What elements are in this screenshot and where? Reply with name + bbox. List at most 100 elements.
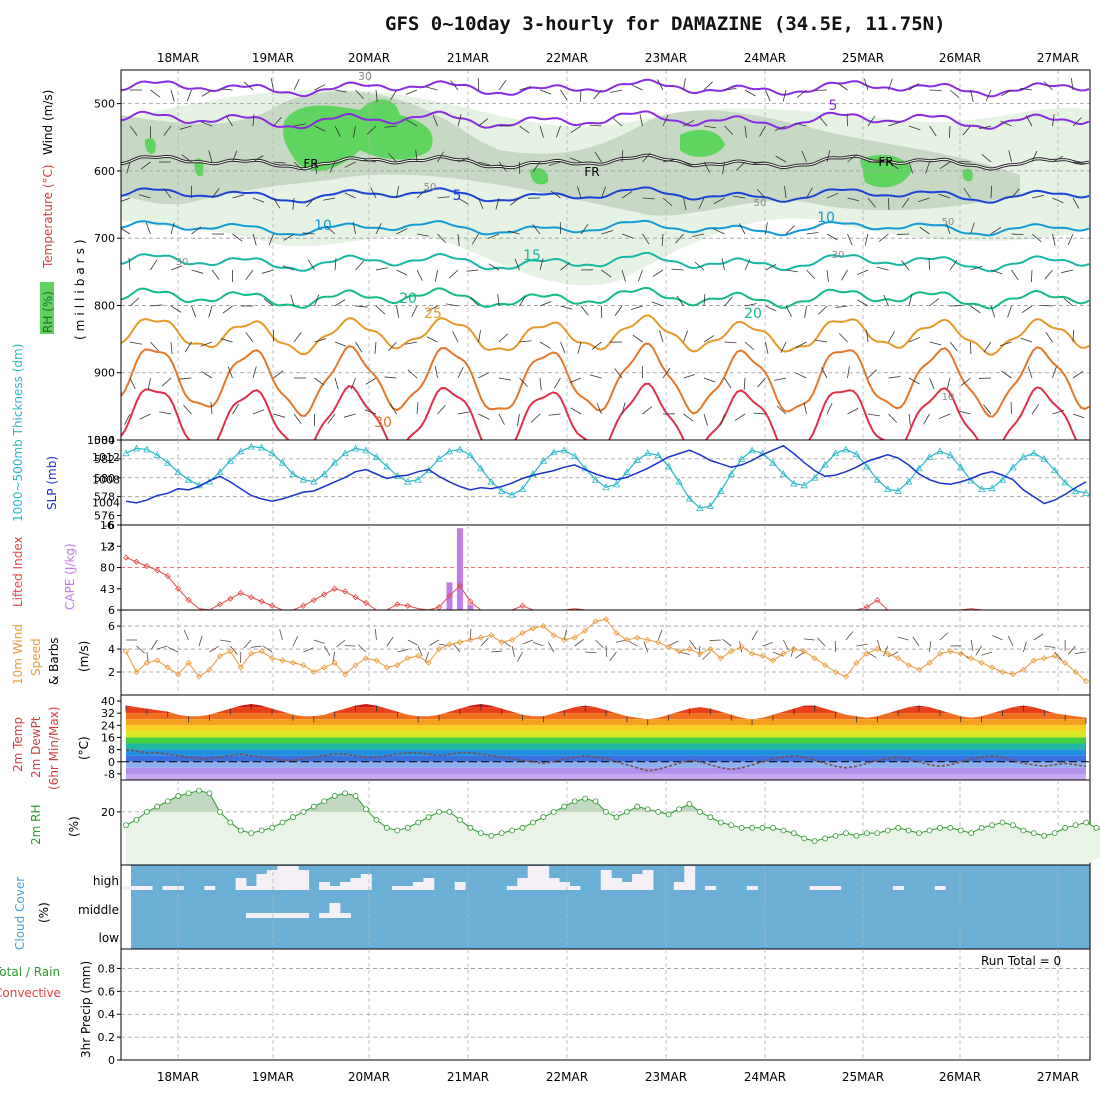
wind10-barb [386, 636, 394, 647]
wind-barb [753, 161, 766, 164]
wind-barb [1020, 337, 1033, 343]
rh2m-point [770, 824, 776, 831]
wind10-barb [262, 645, 273, 653]
rh2m-point [707, 814, 714, 821]
wind-barb [519, 295, 527, 307]
wind-barb [683, 413, 694, 422]
wind10-point [582, 627, 589, 634]
wind-barb [756, 189, 766, 199]
thickness-point [591, 475, 600, 483]
wind-barb [765, 341, 769, 354]
wind-barb [334, 89, 347, 93]
wind-barb [121, 197, 131, 202]
wind10-point [498, 639, 505, 646]
wind-barb [1011, 269, 1019, 281]
wind-barb [170, 89, 175, 102]
wind-barb [847, 233, 853, 246]
thickness-point [383, 462, 391, 470]
wind-barb [314, 161, 318, 174]
wind10-point [227, 648, 234, 655]
wind10-barb [1007, 635, 1014, 647]
lifted-index-point [143, 563, 150, 570]
thickness-point [894, 487, 902, 494]
rh2m-point [947, 824, 954, 831]
wind10-point [404, 655, 411, 662]
cloud-level-label: high [93, 874, 119, 888]
wind-barb [293, 332, 302, 343]
y-tick-label: 24 [101, 719, 115, 732]
wind-barb [759, 125, 766, 137]
y-tick-label: 900 [94, 367, 115, 380]
wind10-barb [336, 639, 346, 648]
wind10-unit: (m/s) [77, 641, 91, 672]
cloud-middle-bar [277, 913, 289, 918]
rh2m-point [415, 819, 422, 826]
cloud-middle-bar [266, 913, 278, 918]
rh2m-point [509, 827, 515, 834]
wind-barb [753, 412, 766, 415]
wind-barb [631, 84, 643, 91]
cloud-high-bar [809, 886, 821, 890]
cloud-high-bar [819, 886, 831, 890]
temp-band [126, 719, 1086, 726]
wind-barb [488, 263, 500, 271]
temp2m-label-b: 2m DewPt [29, 716, 43, 778]
wind-barb [577, 341, 582, 354]
wind10-point [1051, 652, 1058, 660]
wind10-point [185, 659, 192, 666]
y-tick-label: 800 [94, 299, 115, 312]
wind-barb [662, 159, 675, 163]
thickness-point [560, 446, 568, 454]
thickness-point [466, 451, 475, 459]
rh2m-point [874, 830, 881, 837]
wind-barb [232, 403, 240, 415]
wind-barb [983, 404, 992, 415]
thickness-point [644, 449, 652, 457]
wind-barb [838, 333, 848, 343]
cloud-high-bar [256, 874, 268, 890]
wind10-barb [1075, 651, 1087, 654]
rh2m-point [592, 798, 599, 805]
wind10-point [509, 636, 516, 643]
y-tick-label: 0 [108, 562, 115, 575]
wind-barb [292, 197, 295, 210]
wind-barb [949, 341, 958, 352]
cloud-high-bar [684, 866, 696, 890]
wind-barb [252, 197, 265, 203]
wind10-barb [397, 648, 409, 653]
wind-barb [661, 233, 664, 246]
wind10-barb [332, 651, 336, 663]
wind10-point [696, 650, 703, 657]
wind-barb [487, 233, 500, 239]
wind-barb [867, 413, 880, 417]
wind10-barb [783, 639, 789, 650]
isotherm-35 [121, 382, 1078, 440]
lifted-index-point [300, 602, 307, 609]
cloud-cover-panel: high middle low Cloud Cover (%) [13, 864, 1091, 950]
wind-barb [642, 233, 650, 245]
wind-barb [577, 186, 582, 199]
wind-barb [1052, 155, 1064, 163]
rh2m-point [749, 824, 755, 831]
rh2m-point [801, 835, 808, 842]
thickness-point [456, 445, 464, 453]
contour-label: 15 [523, 248, 541, 264]
temp2m-label-a: 2m Temp [11, 717, 25, 772]
contour-label: 30 [832, 250, 845, 261]
wind10-line [125, 618, 1087, 682]
wind-barb [1031, 233, 1042, 243]
thickness-point [414, 475, 422, 483]
lifted-index-point [154, 567, 161, 574]
rh2m-point [634, 803, 641, 810]
wind-barb [1031, 150, 1038, 163]
date-label: 18MAR [157, 51, 199, 65]
rh2m-point [540, 814, 547, 821]
wind10-point [383, 664, 390, 671]
contour-label: 5 [453, 188, 462, 204]
wind-barb [591, 341, 602, 350]
wind10-barb [897, 636, 909, 641]
rh2m-unit: (%) [67, 816, 81, 837]
cloud-high-bar [246, 886, 257, 890]
wind-barb [657, 79, 664, 91]
cloud-level-label: low [99, 931, 120, 945]
